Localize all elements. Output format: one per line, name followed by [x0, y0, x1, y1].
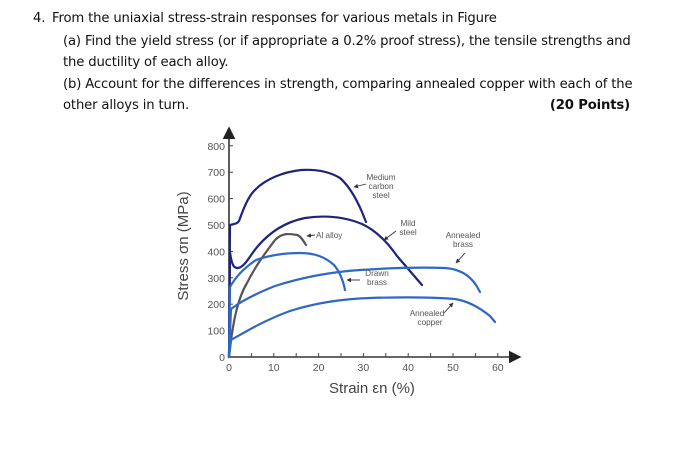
- x-tick-label: 30: [358, 362, 370, 374]
- label-annealed-brass: brass: [453, 240, 473, 249]
- part-b-text-cont: other alloys in turn.: [63, 98, 190, 113]
- y-tick-label: 800: [207, 141, 225, 153]
- label-annealed-brass: Annealed: [446, 231, 481, 240]
- label-medium-carbon-steel: carbon: [368, 182, 393, 191]
- x-tick-label: 20: [313, 362, 325, 374]
- x-tick-label: 60: [492, 362, 504, 374]
- y-tick-label: 200: [207, 299, 225, 311]
- label-annealed-copper: Annealed: [410, 309, 445, 318]
- part-b-text: (b) Account for the differences in stren…: [63, 77, 633, 92]
- y-tick-label: 300: [207, 273, 225, 285]
- y-tick-label: 600: [207, 194, 225, 206]
- curve-al-alloy: [227, 232, 308, 359]
- label-drawn-brass: brass: [367, 278, 387, 287]
- question-intro: From the uniaxial stress-strain response…: [52, 11, 497, 26]
- curve-mild-steel: [227, 215, 424, 359]
- label-mild-steel: Mild: [400, 219, 415, 228]
- y-tick-label: 700: [207, 167, 225, 179]
- question-number: 4.: [33, 11, 46, 26]
- curve-annealed-brass: [227, 266, 482, 359]
- x-tick-label: 50: [447, 362, 459, 374]
- y-ticks: 0 100 200 300 400 500 600 700 800: [207, 141, 233, 364]
- label-mild-steel: steel: [399, 228, 416, 237]
- y-tick-label: 100: [207, 326, 225, 338]
- y-tick-label: 0: [219, 352, 225, 364]
- part-a-text-cont: the ductility of each alloy.: [63, 55, 229, 70]
- label-medium-carbon-steel: Medium: [366, 173, 395, 182]
- label-drawn-brass: Drawn: [365, 269, 389, 278]
- part-a-text: (a) Find the yield stress (or if appropr…: [63, 34, 631, 49]
- curve-annealed-copper: [227, 296, 497, 359]
- y-tick-label: 500: [207, 220, 225, 232]
- x-axis-title: Strain εn (%): [329, 380, 415, 397]
- points-label: (20 Points): [549, 98, 630, 113]
- curve-drawn-brass: [227, 251, 347, 359]
- x-tick-label: 40: [402, 362, 414, 374]
- y-tick-label: 400: [207, 246, 225, 258]
- x-ticks: 0 10 20 30 40 50 60: [226, 353, 504, 374]
- y-axis-title: Stress σn (MPa): [175, 191, 192, 300]
- x-tick-label: 0: [226, 362, 232, 374]
- curve-medium-carbon-steel: [227, 168, 368, 359]
- curve-annotations: Medium carbon steel Mild steel Al alloy …: [306, 173, 481, 327]
- label-al-alloy: Al alloy: [316, 231, 343, 240]
- label-medium-carbon-steel: steel: [372, 191, 389, 200]
- label-annealed-copper: copper: [417, 318, 442, 327]
- x-tick-label: 10: [268, 362, 280, 374]
